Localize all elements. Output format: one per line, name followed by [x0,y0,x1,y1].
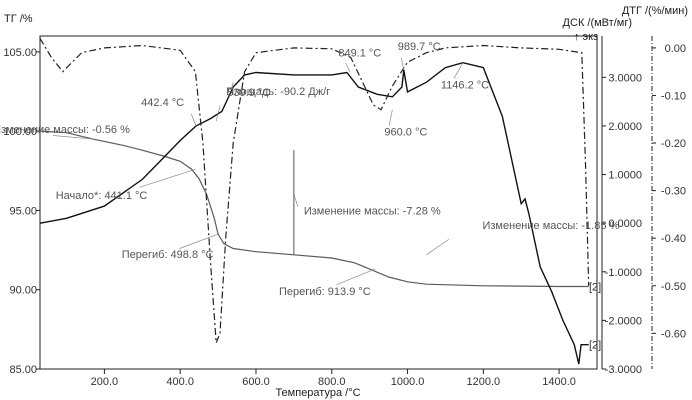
dtg-tick-label: -0.30 [661,186,686,198]
end-marker: [2] [589,340,601,352]
dtg-curve [39,38,590,344]
annotation-label: Изменение массы: -1.85 % [482,220,619,232]
tg-tick-label: 95.00 [9,205,37,217]
annotation-leader [139,168,196,188]
annotation-label: Площадь: -90.2 Дж/г [226,86,330,98]
dtg-tick-label: 0.00 [665,43,686,55]
tg-axis-label: ТГ /% [4,13,33,25]
dtg-tick-label: -0.10 [661,90,686,102]
x-tick-label: 1400.0 [542,376,576,388]
dsc-axis-label: ДСК /(мВт/мг) [563,17,632,29]
plot-frame [39,35,598,370]
annotation-leader [388,109,393,126]
dtg-axis-label: ДТГ /(%/мин) [622,5,688,17]
annotation-label: 960.0 °C [384,127,427,139]
annotation-label: 1146.2 °C [441,80,489,92]
annotation-leader [401,57,405,71]
x-tick-label: 600.0 [242,376,270,388]
annotation-label: 539.9 °C [227,87,270,99]
dtg-tick-label: -0.50 [661,281,686,293]
annotation-label: Изменение массы: -0.56 % [0,124,130,136]
x-tick-label: 200.0 [91,376,119,388]
x-axis-label: Температура /°C [275,387,360,399]
annotation-leader [345,62,351,73]
annotation-leader [293,194,299,207]
end-marker: [2] [589,282,601,294]
tg-tick-label: 105.00 [3,47,37,59]
dsc-tick-label: 2.0000 [608,121,642,133]
annotation-label: 442.4 °C [141,97,184,109]
tg-tick-label: 85.00 [9,364,37,376]
annotation-label: Начало*: 441.1 °C [56,190,148,202]
annotation-label: Изменение массы: -7.28 % [304,206,441,218]
x-tick-label: 800.0 [318,376,346,388]
dsc-direction-label: ↑ экз [574,31,598,43]
tg-tick-label: 100.00 [3,126,37,138]
annotation-leader [53,135,94,140]
dsc-tick-label: 3.0000 [608,72,642,84]
dtg-tick-label: -0.20 [661,138,686,150]
dsc-tick-label: -2.0000 [605,315,642,327]
annotation-label: Перегиб: 498.8 °C [122,249,214,261]
x-tick-label: 400.0 [166,376,194,388]
annotation-label: Перегиб: 913.9 °C [279,286,371,298]
annotation-leader [453,62,464,79]
dsc-tick-label: 0.0000 [608,218,642,230]
dtg-tick-label: -0.60 [661,328,686,340]
dsc-tick-label: 1.0000 [608,170,642,182]
annotation-leader [230,82,234,91]
annotation-leader [179,233,218,249]
tg-tick-label: 90.00 [9,285,37,297]
annotation-leader [336,268,376,286]
x-tick-label: 1200.0 [466,376,500,388]
annotation-label: 989.7 °C [398,41,441,53]
annotation-leader [190,113,197,127]
dsc-tick-label: -3.0000 [605,364,642,376]
x-tick-label: 1000.0 [391,376,425,388]
dtg-tick-label: -0.40 [661,233,686,245]
annotation-leader [426,238,450,256]
tg-curve [39,130,589,288]
dsc-tick-label: -1.0000 [605,267,642,279]
annotation-label: 849.1 °C [338,47,381,59]
annotation-leader [215,105,221,122]
